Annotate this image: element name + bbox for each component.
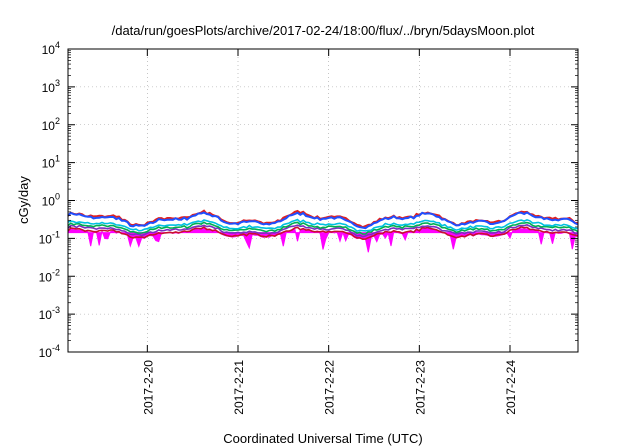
x-tick-label: 2017-2-24 [504,360,518,415]
y-axis: 10-4 10-3 10-2 10-1 100 101 102 103 104 [39,40,578,360]
y-axis-label: cGy/day [16,176,31,224]
y-tick-label: 10-4 [39,343,60,360]
x-tick-label: 2017-2-20 [141,360,155,415]
y-tick-label: 101 [42,154,60,171]
series-line [67,218,579,232]
chart-title: /data/run/goesPlots/archive/2017-02-24/1… [112,23,535,38]
series-line [67,221,579,235]
grid [68,49,578,352]
y-tick-label: 10-2 [39,267,60,284]
series-group [67,209,579,253]
y-tick-label: 104 [42,40,60,57]
y-tick-label: 102 [42,116,60,133]
series-line [67,226,579,241]
x-axis: 2017-2-20 2017-2-21 2017-2-22 2017-2-23 2017… [141,49,518,415]
series-area [67,227,579,253]
x-tick-label: 2017-2-21 [232,360,246,415]
x-tick-label: 2017-2-23 [413,360,427,415]
series-line [67,224,579,238]
y-tick-label: 100 [42,192,60,209]
x-axis-label: Coordinated Universal Time (UTC) [223,431,422,446]
x-tick-label: 2017-2-22 [323,360,337,415]
y-tick-label: 10-1 [39,229,60,246]
series-line [67,211,579,230]
y-tick-label: 103 [42,78,60,95]
y-tick-label: 10-3 [39,305,60,322]
